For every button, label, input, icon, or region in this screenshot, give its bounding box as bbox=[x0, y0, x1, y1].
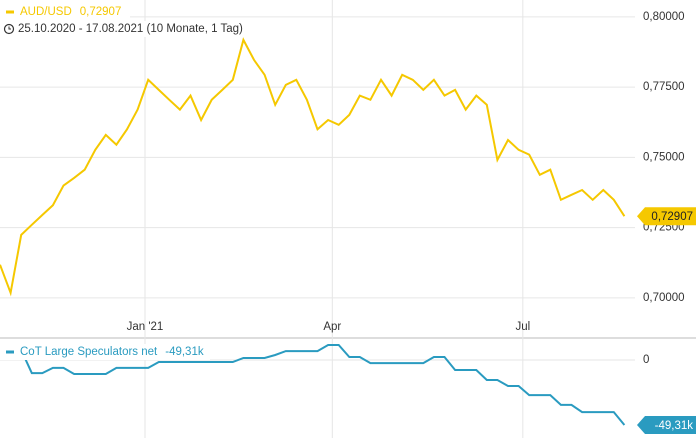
last-value-badge bbox=[637, 415, 696, 434]
legend-value: 0,72907 bbox=[80, 6, 122, 18]
last-value-label: -49,31k bbox=[655, 420, 694, 432]
subtitle: 25.10.2020 - 17.08.2021 (10 Monate, 1 Ta… bbox=[18, 23, 243, 35]
last-value-badge bbox=[637, 207, 696, 226]
y-tick-label: 0,80000 bbox=[643, 11, 685, 23]
overlay-layer: 0,72907 AUD/USD 0,72907 25.10.2020 - 17.08.… bbox=[0, 4, 696, 434]
y-tick-label: 0,75000 bbox=[643, 151, 685, 163]
legend-label: CoT Large Speculators net bbox=[20, 346, 158, 358]
subtitle-background bbox=[0, 21, 245, 37]
legend-value: -49,31k bbox=[165, 346, 204, 358]
x-tick-label: Jul bbox=[515, 321, 530, 333]
clock-hands bbox=[8, 26, 11, 30]
data-line bbox=[0, 344, 626, 426]
y-tick-label: 0,70000 bbox=[643, 292, 685, 304]
y-tick-label: 0,77500 bbox=[643, 81, 685, 93]
clock-icon bbox=[3, 23, 15, 35]
line-layer bbox=[0, 37, 626, 426]
last-value-label: 0,72907 bbox=[651, 211, 693, 223]
y-tick-label: 0 bbox=[643, 354, 649, 366]
data-line bbox=[0, 37, 626, 297]
legend-swatch bbox=[6, 350, 14, 354]
legend-label: AUD/USD bbox=[20, 6, 72, 18]
legend-background bbox=[0, 344, 210, 360]
legend-background bbox=[0, 4, 130, 20]
x-tick-label: Apr bbox=[323, 321, 341, 333]
x-tick-label: Jan '21 bbox=[127, 321, 164, 333]
legend-swatch bbox=[6, 10, 14, 14]
